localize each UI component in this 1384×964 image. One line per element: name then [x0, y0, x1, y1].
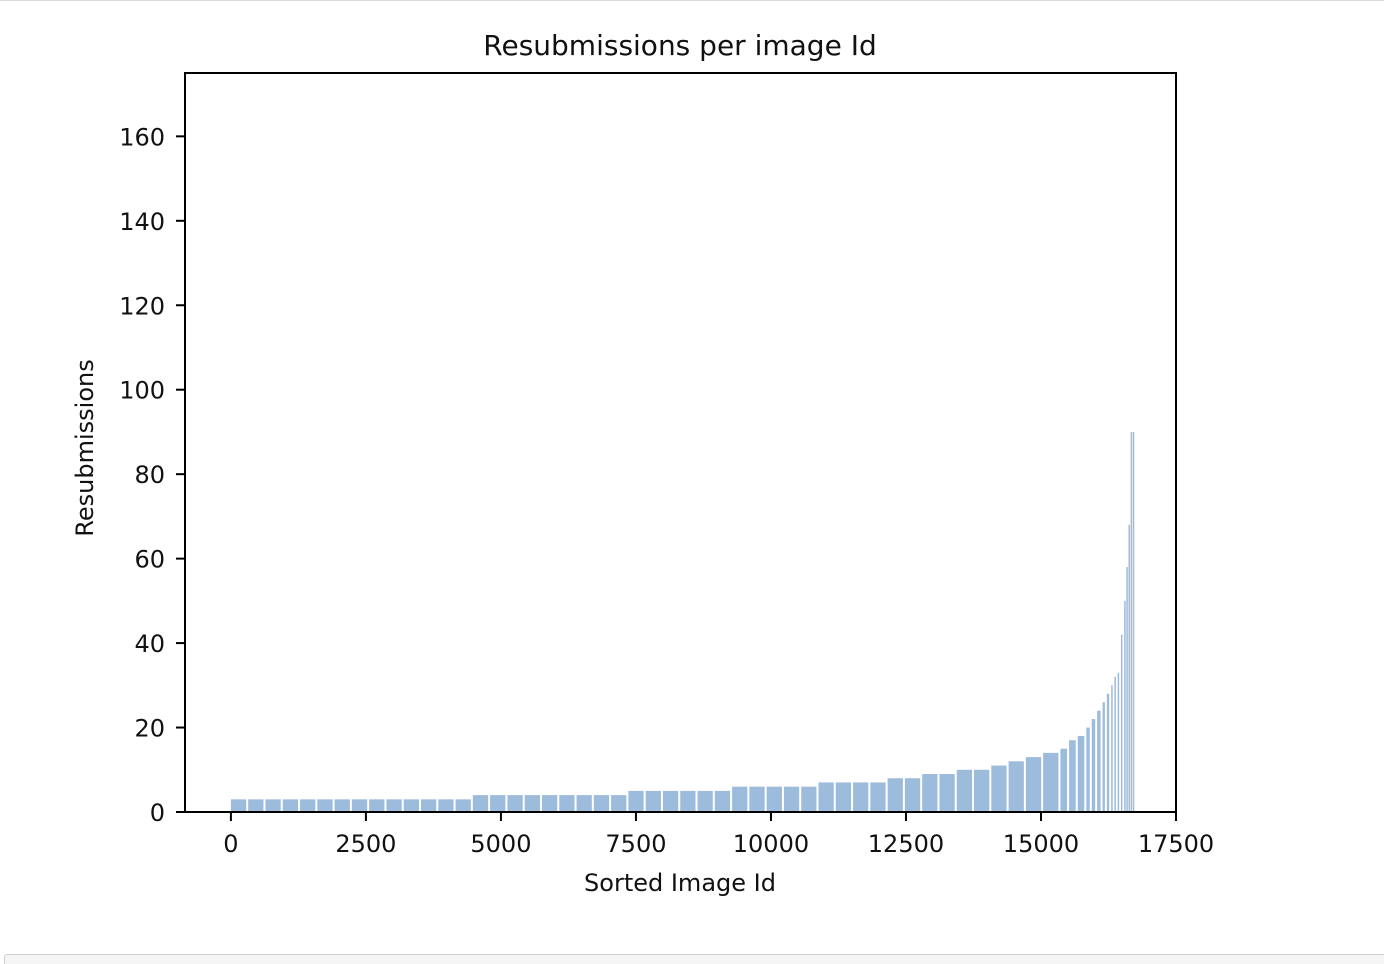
bar	[801, 786, 817, 812]
bar	[576, 795, 592, 812]
bar	[1120, 634, 1123, 812]
bar	[783, 786, 800, 812]
bar	[1069, 740, 1076, 812]
bar	[1086, 727, 1090, 812]
bar	[904, 778, 921, 812]
bar	[1102, 702, 1105, 812]
x-tick-label: 7500	[605, 830, 666, 858]
x-tick-label: 5000	[470, 830, 531, 858]
bar	[1130, 431, 1133, 812]
x-tick-label: 2500	[335, 830, 396, 858]
y-tick-label: 20	[134, 715, 165, 743]
bar	[230, 799, 247, 812]
x-tick-label: 12500	[868, 830, 944, 858]
bar	[887, 778, 903, 812]
y-tick-label: 140	[119, 208, 165, 236]
y-tick-label: 60	[134, 546, 165, 574]
bar	[1124, 600, 1126, 812]
chart-title: Resubmissions per image Id	[483, 29, 876, 62]
bar	[593, 795, 610, 812]
bar	[853, 782, 869, 812]
bar	[1106, 693, 1110, 812]
bar	[351, 799, 368, 812]
bar	[680, 790, 696, 812]
x-tick-label: 10000	[733, 830, 809, 858]
y-tick-label: 0	[150, 799, 165, 827]
y-tick-label: 100	[119, 377, 165, 405]
y-tick-label: 80	[134, 461, 165, 489]
bar	[1077, 735, 1085, 812]
next-cell-edge	[4, 954, 1384, 964]
bar	[1043, 752, 1059, 812]
bar	[334, 799, 350, 812]
bar	[835, 782, 852, 812]
bar	[541, 795, 558, 812]
bar	[732, 786, 748, 812]
bar	[991, 765, 1007, 812]
y-axis-label: Resubmissions	[71, 359, 99, 536]
bar	[922, 773, 938, 812]
bar	[766, 786, 782, 812]
x-tick-label: 17500	[1138, 830, 1214, 858]
x-axis-label: Sorted Image Id	[584, 869, 776, 897]
bar	[265, 799, 281, 812]
bar	[403, 799, 420, 812]
bar	[524, 795, 540, 812]
bar	[1128, 524, 1130, 812]
bar	[662, 790, 679, 812]
plot-area-frame	[184, 72, 1177, 813]
bar	[455, 799, 471, 812]
bar	[438, 799, 454, 812]
bar	[282, 799, 299, 812]
bar	[818, 782, 834, 812]
bar	[714, 790, 731, 812]
bar	[1008, 761, 1024, 812]
x-tick-label: 0	[223, 830, 238, 858]
bar	[490, 795, 506, 812]
bar	[559, 795, 575, 812]
bar	[369, 799, 385, 812]
bar	[697, 790, 713, 812]
bar	[248, 799, 264, 812]
x-tick-label: 15000	[1003, 830, 1079, 858]
bar	[956, 769, 973, 812]
bar	[1025, 757, 1042, 812]
bar	[1091, 719, 1096, 812]
bar	[611, 795, 627, 812]
y-tick-label: 160	[119, 123, 165, 151]
bar	[472, 795, 489, 812]
bar	[1117, 672, 1120, 812]
bar	[749, 786, 765, 812]
bar	[507, 795, 523, 812]
bar	[974, 769, 990, 812]
bars-group	[230, 431, 1135, 812]
bar	[1126, 567, 1128, 812]
bar	[1060, 748, 1068, 812]
bar	[300, 799, 316, 812]
bar	[939, 773, 955, 812]
y-tick-label: 120	[119, 292, 165, 320]
bar	[421, 799, 437, 812]
y-axis-ticks: 0 20 40 60 80 100 120 140 160	[119, 123, 185, 827]
bar	[645, 790, 661, 812]
bar	[1111, 685, 1113, 812]
bar	[1132, 431, 1135, 812]
bar	[317, 799, 333, 812]
bar	[1097, 710, 1101, 812]
y-tick-label: 40	[134, 630, 165, 658]
x-axis-ticks: 0 2500 5000 7500 10000 12500 15000 17500	[223, 812, 1214, 858]
bar	[628, 790, 644, 812]
bar	[1114, 676, 1116, 812]
cell-top-border	[0, 0, 1384, 1]
bar	[870, 782, 886, 812]
bar	[386, 799, 402, 812]
